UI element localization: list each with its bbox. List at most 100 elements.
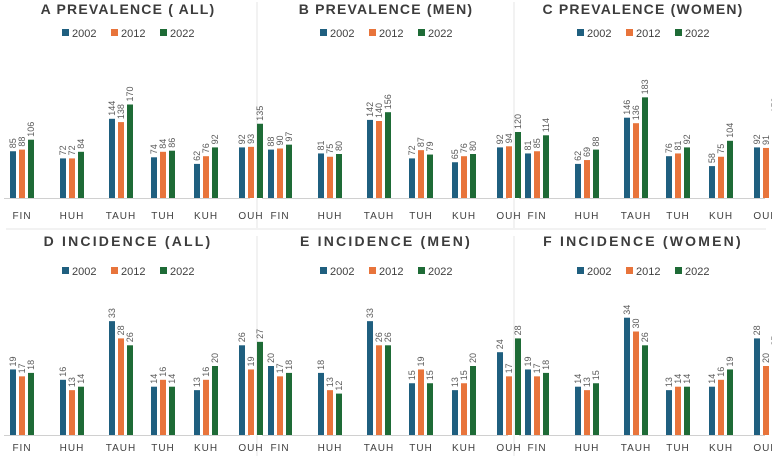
legend-swatch-2022: [418, 267, 425, 274]
bar-kuh-2002: [709, 386, 715, 435]
data-label-tuh-2002: 14: [149, 374, 159, 384]
tick-label-huh: HUH: [318, 443, 343, 454]
data-label-ouh-2022: 28: [513, 325, 523, 335]
data-label-tuh-2012: 14: [673, 374, 683, 384]
bar-ouh-2012: [506, 146, 512, 198]
data-label-ouh-2012: 93: [246, 134, 256, 144]
data-label-kuh-2002: 13: [192, 377, 202, 387]
legend-label-2012: 2012: [636, 266, 660, 278]
bar-tauh-2002: [624, 317, 630, 435]
tick-label-ouh: OUH: [238, 443, 263, 454]
bar-huh-2022: [336, 393, 342, 435]
bar-fin-2012: [19, 149, 25, 198]
data-label-tuh-2012: 87: [416, 137, 426, 147]
bar-kuh-2022: [727, 369, 733, 435]
data-label-ouh-2002: 26: [237, 332, 247, 342]
data-label-huh-2022: 14: [76, 374, 86, 384]
legend-swatch-2022: [160, 29, 167, 36]
tick-label-kuh: KUH: [709, 211, 733, 222]
bar-huh-2002: [575, 163, 581, 198]
data-label-fin-2022: 106: [26, 122, 36, 137]
bar-ouh-2002: [754, 338, 760, 435]
tick-label-ouh: OUH: [496, 211, 521, 222]
data-label-ouh-2022: 120: [513, 114, 523, 129]
bar-fin-2002: [268, 366, 274, 435]
data-label-ouh-2012: 19: [246, 356, 256, 366]
data-label-tuh-2002: 15: [407, 370, 417, 380]
data-label-ouh-2012: 17: [504, 363, 514, 373]
data-label-kuh-2022: 20: [210, 353, 220, 363]
bar-fin-2002: [525, 369, 531, 435]
bar-huh-2002: [318, 372, 324, 435]
legend-swatch-2012: [626, 29, 633, 36]
data-label-tuh-2002: 74: [149, 144, 159, 154]
tick-label-fin: FIN: [12, 211, 31, 222]
data-label-ouh-2022: 135: [255, 106, 265, 121]
bar-fin-2022: [543, 372, 549, 435]
tick-label-fin: FIN: [12, 443, 31, 454]
legend-swatch-2002: [320, 267, 327, 274]
data-label-kuh-2002: 65: [450, 149, 460, 159]
bar-tuh-2022: [684, 386, 690, 435]
data-label-tauh-2022: 183: [640, 79, 650, 94]
legend-swatch-2002: [320, 29, 327, 36]
data-label-huh-2022: 15: [591, 370, 601, 380]
legend-swatch-2002: [62, 29, 69, 36]
bar-fin-2002: [10, 151, 16, 198]
data-label-kuh-2002: 13: [450, 377, 460, 387]
bar-fin-2022: [28, 372, 34, 435]
data-label-ouh-2002: 28: [752, 325, 762, 335]
data-label-huh-2002: 18: [316, 360, 326, 370]
tick-label-tauh: TAUH: [364, 211, 394, 222]
tick-label-tuh: TUH: [666, 211, 690, 222]
bar-tuh-2002: [666, 156, 672, 198]
bar-tuh-2012: [160, 151, 166, 198]
legend-swatch-2022: [675, 29, 682, 36]
data-label-fin-2012: 17: [532, 363, 542, 373]
bar-tuh-2002: [409, 383, 415, 435]
bar-fin-2012: [534, 151, 540, 198]
data-label-kuh-2012: 15: [459, 370, 469, 380]
bar-kuh-2002: [194, 390, 200, 435]
data-label-tauh-2002: 142: [365, 102, 375, 117]
tick-label-tauh: TAUH: [364, 443, 394, 454]
tick-label-kuh: KUH: [194, 443, 218, 454]
data-label-tuh-2022: 15: [425, 370, 435, 380]
data-label-tauh-2022: 170: [125, 86, 135, 101]
bar-fin-2012: [277, 376, 283, 435]
chart-title: F INCIDENCE (WOMEN): [543, 233, 743, 249]
bar-huh-2012: [584, 390, 590, 435]
data-label-huh-2002: 16: [58, 367, 68, 377]
tick-label-tauh: TAUH: [106, 211, 136, 222]
bar-ouh-2022: [515, 132, 521, 198]
bar-kuh-2012: [203, 379, 209, 435]
data-label-ouh-2002: 92: [752, 134, 762, 144]
bar-fin-2012: [277, 148, 283, 198]
bar-huh-2002: [60, 158, 66, 198]
bar-tuh-2022: [427, 154, 433, 198]
bar-ouh-2002: [497, 147, 503, 198]
legend-swatch-2022: [160, 267, 167, 274]
bar-kuh-2002: [452, 162, 458, 198]
data-label-kuh-2022: 80: [468, 141, 478, 151]
bar-ouh-2012: [248, 369, 254, 435]
bar-kuh-2002: [452, 390, 458, 435]
tick-label-ouh: OUH: [238, 211, 263, 222]
bar-huh-2012: [69, 390, 75, 435]
data-label-fin-2002: 88: [266, 137, 276, 147]
bar-tuh-2012: [675, 386, 681, 435]
data-label-fin-2002: 85: [8, 138, 18, 148]
tick-label-fin: FIN: [527, 443, 546, 454]
tick-label-fin: FIN: [270, 443, 289, 454]
tick-label-kuh: KUH: [194, 211, 218, 222]
bar-huh-2002: [60, 379, 66, 435]
data-label-huh-2002: 72: [58, 145, 68, 155]
data-label-fin-2022: 18: [26, 360, 36, 370]
data-label-tuh-2022: 14: [167, 374, 177, 384]
data-label-kuh-2022: 19: [725, 356, 735, 366]
legend-label-2012: 2012: [636, 28, 660, 40]
data-label-tauh-2012: 28: [116, 325, 126, 335]
legend-swatch-2002: [577, 29, 584, 36]
